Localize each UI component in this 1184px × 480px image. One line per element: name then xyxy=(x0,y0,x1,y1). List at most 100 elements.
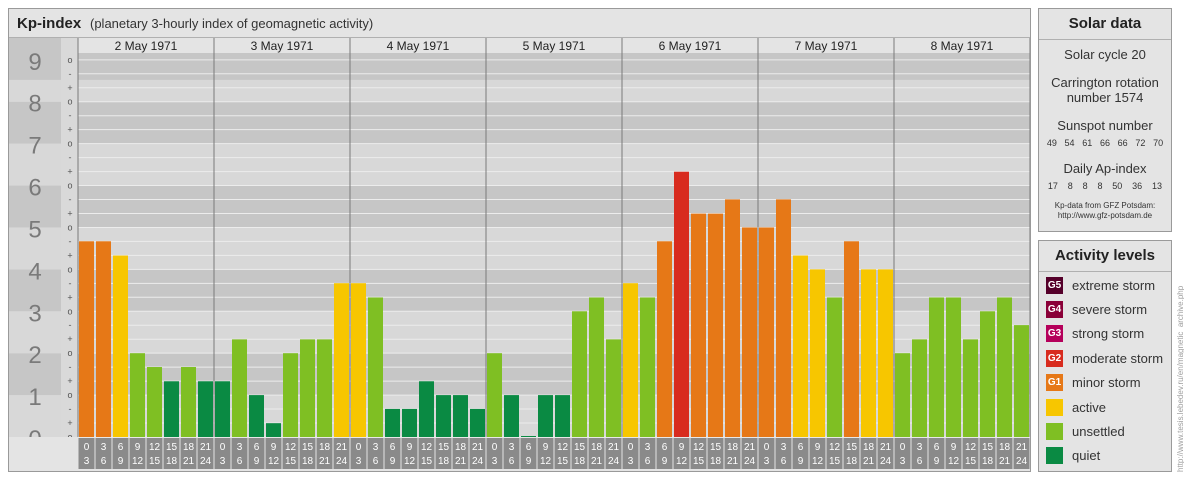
y-tick-label: 9 xyxy=(28,49,41,76)
interval-cell xyxy=(146,438,163,469)
kp-bar xyxy=(164,381,179,437)
interval-cell xyxy=(316,438,333,469)
interval-start-label: 6 xyxy=(934,442,940,453)
interval-cell xyxy=(112,438,129,469)
solar-data-title: Solar data xyxy=(1039,9,1171,40)
legend-swatch: G5 xyxy=(1046,276,1063,294)
interval-end-label: 6 xyxy=(237,456,243,467)
kp-bar xyxy=(606,339,621,437)
legend-item-extreme-storm: G5 extreme storm xyxy=(1046,276,1155,294)
y-minor-label: + xyxy=(67,208,72,218)
interval-start-label: 0 xyxy=(220,442,226,453)
kp-bar xyxy=(844,241,859,437)
y-tick-label: 8 xyxy=(28,91,41,118)
kp-bar xyxy=(1014,325,1029,437)
kp-bar xyxy=(283,353,298,437)
interval-start-label: 3 xyxy=(917,442,923,453)
interval-cell xyxy=(741,438,758,469)
interval-end-label: 9 xyxy=(254,456,260,467)
interval-end-label: 9 xyxy=(662,456,668,467)
legend-item-active: active xyxy=(1046,398,1106,416)
y-band xyxy=(78,101,1030,144)
interval-start-label: 0 xyxy=(492,442,498,453)
interval-end-label: 6 xyxy=(509,456,515,467)
carrington-rotation-line2: number 1574 xyxy=(1066,90,1144,105)
interval-cell xyxy=(435,438,452,469)
day-label: 4 May 1971 xyxy=(387,39,450,53)
interval-cell xyxy=(384,438,401,469)
interval-end-label: 12 xyxy=(404,456,416,467)
y-tick-label: 3 xyxy=(28,300,41,327)
interval-start-label: 12 xyxy=(829,442,841,453)
interval-start-label: 3 xyxy=(781,442,787,453)
interval-cell xyxy=(588,438,605,469)
legend-item-strong-storm: G3 strong storm xyxy=(1046,325,1144,343)
interval-end-label: 24 xyxy=(744,456,756,467)
interval-start-label: 0 xyxy=(900,442,906,453)
solar-cycle: Solar cycle 20 xyxy=(1064,47,1146,62)
y-minor-label: + xyxy=(67,125,72,135)
sunspot-value: 66 xyxy=(1099,138,1110,148)
interval-end-label: 18 xyxy=(166,456,178,467)
interval-end-label: 12 xyxy=(268,456,280,467)
ap-index-value: 8 xyxy=(1097,181,1103,191)
ap-index-value: 8 xyxy=(1067,181,1073,191)
y-minor-label: - xyxy=(69,404,72,414)
interval-end-label: 6 xyxy=(781,456,787,467)
interval-cell xyxy=(197,438,214,469)
interval-end-label: 3 xyxy=(356,456,362,467)
interval-cell xyxy=(656,438,673,469)
y-minor-label: - xyxy=(69,278,72,288)
interval-cell xyxy=(945,438,962,469)
kp-bar xyxy=(929,297,944,437)
interval-cell xyxy=(724,438,741,469)
kp-bar xyxy=(793,255,808,437)
interval-cell xyxy=(775,438,792,469)
ap-index-value: 8 xyxy=(1082,181,1088,191)
interval-start-label: 9 xyxy=(951,442,957,453)
interval-start-label: 15 xyxy=(166,442,178,453)
interval-end-label: 3 xyxy=(84,456,90,467)
interval-cell xyxy=(214,438,231,469)
interval-start-label: 3 xyxy=(373,442,379,453)
ap-index-values: 17 8 8 8 50 36 13 xyxy=(1039,181,1171,191)
legend-label: severe storm xyxy=(1072,301,1148,317)
interval-end-label: 9 xyxy=(526,456,532,467)
interval-cell xyxy=(928,438,945,469)
interval-start-label: 3 xyxy=(237,442,243,453)
interval-end-label: 12 xyxy=(812,456,824,467)
y-minor-label: - xyxy=(69,236,72,246)
legend-label: moderate storm xyxy=(1072,350,1164,366)
y-minor-label: - xyxy=(69,195,72,205)
interval-cell xyxy=(248,438,265,469)
y-band xyxy=(78,185,1030,228)
kp-bar xyxy=(504,395,519,437)
interval-start-label: 18 xyxy=(183,442,195,453)
legend-swatch xyxy=(1046,398,1063,416)
interval-end-label: 3 xyxy=(492,456,498,467)
legend-swatch xyxy=(1046,447,1063,465)
interval-cell xyxy=(554,438,571,469)
interval-end-label: 21 xyxy=(183,456,195,467)
ap-index-value: 36 xyxy=(1132,181,1143,191)
kp-bar xyxy=(963,339,978,437)
interval-cell xyxy=(894,438,911,469)
ap-index-value: 13 xyxy=(1151,181,1162,191)
y-band-label-bg xyxy=(9,269,61,312)
interval-start-label: 21 xyxy=(1016,442,1028,453)
interval-end-label: 3 xyxy=(764,456,770,467)
kp-bar xyxy=(368,297,383,437)
interval-start-label: 21 xyxy=(608,442,620,453)
interval-cell xyxy=(1013,438,1030,469)
interval-end-label: 18 xyxy=(846,456,858,467)
interval-start-label: 9 xyxy=(407,442,413,453)
ap-index-label: Daily Ap-index xyxy=(1063,161,1147,176)
data-credit-link[interactable]: http://www.gfz-potsdam.de xyxy=(1057,211,1153,220)
y-band-label-bg xyxy=(9,227,61,270)
y-minor-label: + xyxy=(67,334,72,344)
kp-bar xyxy=(436,395,451,437)
carrington-rotation-line1: Carrington rotation xyxy=(1051,75,1159,90)
kp-bar xyxy=(827,297,842,437)
interval-end-label: 6 xyxy=(101,456,107,467)
kp-chart-panel: Kp-index (planetary 3-hourly index of ge… xyxy=(8,8,1031,472)
